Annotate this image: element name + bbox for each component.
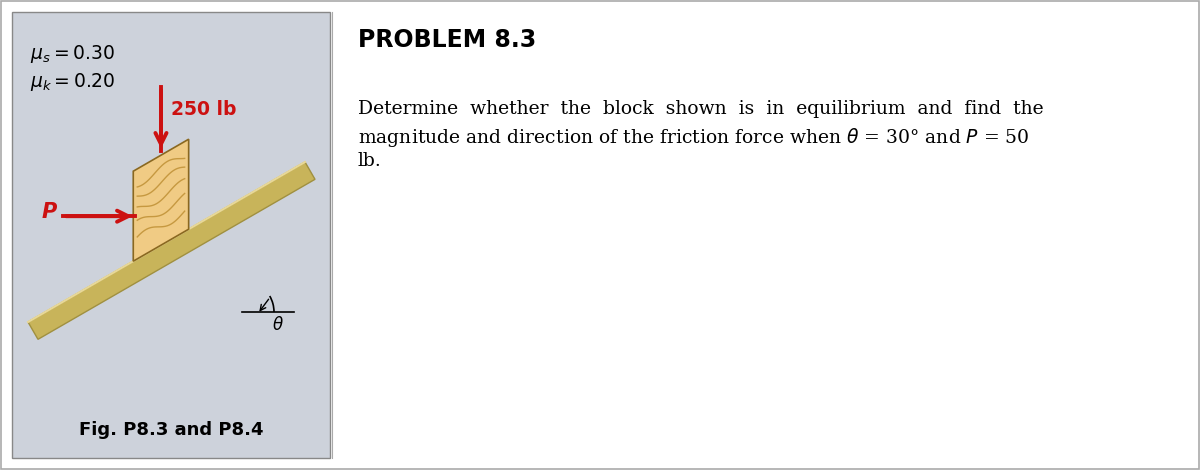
Text: magnitude and direction of the friction force when $\theta$ = 30° and $P$ = 50: magnitude and direction of the friction … — [358, 126, 1030, 149]
Text: Determine  whether  the  block  shown  is  in  equilibrium  and  find  the: Determine whether the block shown is in … — [358, 100, 1044, 118]
Text: Fig. P8.3 and P8.4: Fig. P8.3 and P8.4 — [79, 421, 263, 439]
Text: $\theta$: $\theta$ — [272, 316, 284, 334]
Text: PROBLEM 8.3: PROBLEM 8.3 — [358, 28, 536, 52]
Polygon shape — [133, 139, 188, 261]
Polygon shape — [28, 162, 316, 339]
Text: $\mu_s = 0.30$: $\mu_s = 0.30$ — [30, 43, 115, 65]
Text: P: P — [42, 202, 58, 222]
Text: 250 lb: 250 lb — [170, 100, 236, 119]
Text: lb.: lb. — [358, 152, 382, 170]
Text: $\mu_k = 0.20$: $\mu_k = 0.20$ — [30, 71, 115, 93]
Bar — [12, 12, 330, 458]
